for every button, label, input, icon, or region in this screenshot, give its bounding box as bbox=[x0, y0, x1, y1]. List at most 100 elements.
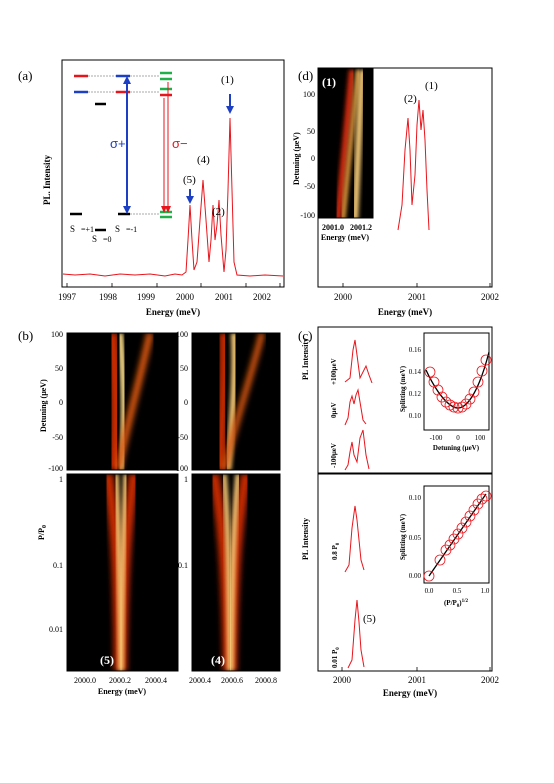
inset2-xlabel: (P/P0)1/2 bbox=[444, 599, 469, 609]
panel-a-ylabel: PL. Intensity bbox=[42, 154, 52, 205]
d-peak-label-2: (2) bbox=[404, 93, 417, 105]
state-label-s1: S bbox=[70, 224, 75, 234]
inset2-point bbox=[456, 522, 468, 534]
inset1-point bbox=[424, 366, 436, 378]
c-spec-label-001: 0.01 P0 bbox=[331, 647, 341, 668]
b-ylabel-bottom: P/P0 bbox=[37, 525, 48, 540]
inset2-xtick-1: 0.5 bbox=[453, 587, 462, 595]
b-xtick-r0: 2000.4 bbox=[189, 676, 211, 685]
inset2-point bbox=[460, 516, 472, 528]
b-ytick-b4: 0.1 bbox=[178, 561, 188, 570]
b-ytick-r1: 50 bbox=[180, 364, 188, 373]
inset1-point bbox=[448, 401, 460, 413]
b-ytick-b0: 1 bbox=[59, 475, 63, 484]
d-inset-label: (1) bbox=[322, 75, 336, 89]
inset1-ytick-0: 0.16 bbox=[409, 346, 422, 354]
state-label-s2: S bbox=[92, 234, 97, 244]
panel-d-spectrum bbox=[397, 99, 430, 231]
inset2-point bbox=[480, 490, 492, 502]
level-diagram: σ+ σ− S =+1 S =0 S =-1 bbox=[70, 71, 188, 244]
inset2-point bbox=[434, 554, 446, 566]
b-xlabel: Energy (meV) bbox=[98, 687, 147, 696]
inset1-point bbox=[468, 386, 480, 398]
c-peak-label-5: (5) bbox=[363, 613, 376, 625]
state-label-v1: =+1 bbox=[81, 225, 94, 234]
c-xtick-0: 2000 bbox=[333, 675, 352, 685]
d-ytick-4: -100 bbox=[300, 211, 315, 220]
b-xtick-r1: 2000.6 bbox=[221, 676, 243, 685]
b-ytick-r0: 100 bbox=[176, 330, 188, 339]
inset1-ylabel: Splitting (meV) bbox=[399, 365, 407, 412]
c-spec-label-1: 0μeV bbox=[330, 402, 338, 418]
a-peak-label-5: (5) bbox=[183, 174, 196, 186]
inset2-ytick-1: 0.05 bbox=[409, 534, 422, 542]
inset1-point bbox=[472, 376, 484, 388]
panel-c-bottom-frame bbox=[317, 473, 493, 672]
panel-b: (b) (5) bbox=[18, 328, 281, 696]
inset1-ytick-3: 0.10 bbox=[409, 412, 422, 420]
inset2-point bbox=[423, 570, 435, 582]
state-label-s3: S bbox=[115, 224, 120, 234]
a-xtick-5: 2002 bbox=[253, 292, 271, 302]
c-spec-label-0: +100μeV bbox=[330, 358, 338, 385]
a-xtick-2: 1999 bbox=[137, 292, 156, 302]
c-xtick-1: 2001 bbox=[408, 675, 426, 685]
c-spec-label-2: -100μeV bbox=[330, 443, 338, 468]
c-spec-label-08: 0.8 P0 bbox=[331, 542, 341, 560]
d-peak-label-1: (1) bbox=[425, 80, 438, 92]
d-inset-xtick-1: 2001.2 bbox=[350, 223, 372, 232]
panel-d-xticks: 2000 2001 2002 bbox=[334, 283, 499, 302]
b-ytick-b3: 1 bbox=[184, 475, 188, 484]
c-ylabel-top: PL Intensity bbox=[301, 338, 310, 380]
a-peak-label-4: (4) bbox=[197, 154, 210, 166]
inset2-ytick-2: 0.00 bbox=[409, 572, 422, 580]
panel-c-top-frame bbox=[317, 326, 493, 474]
b-ytick-r4: -100 bbox=[173, 464, 188, 473]
panel-a-frame bbox=[61, 59, 285, 288]
inset1-point bbox=[476, 365, 488, 377]
c-spectrum-plus100 bbox=[344, 339, 373, 384]
d-inset-xtick-0: 2001.0 bbox=[322, 223, 344, 232]
b-ytick-1: 50 bbox=[55, 364, 63, 373]
d-inset-ylabel: Detuning (μeV) bbox=[292, 132, 301, 185]
panel-a-spectrum bbox=[62, 117, 284, 277]
inset2-ylabel: Splitting (meV) bbox=[399, 513, 407, 560]
inset1-ytick-1: 0.14 bbox=[409, 368, 422, 376]
inset1-xtick-1: 0 bbox=[456, 434, 460, 442]
sigma-plus-label: σ+ bbox=[110, 136, 126, 151]
a-peak-label-2: (2) bbox=[212, 206, 225, 218]
b-ytick-2: 0 bbox=[59, 398, 63, 407]
inset2-point bbox=[444, 539, 456, 551]
inset2-xtick-0: 0.0 bbox=[425, 587, 434, 595]
panel-b-label: (b) bbox=[18, 328, 33, 343]
c-spectrum-0 bbox=[344, 388, 367, 426]
d-ytick-3: -50 bbox=[304, 182, 315, 191]
d-inset-xlabel: Energy (meV) bbox=[321, 233, 370, 242]
c-xlabel: Energy (meV) bbox=[383, 688, 437, 698]
map-b-label-5: (5) bbox=[100, 653, 114, 667]
panel-c-label: (c) bbox=[298, 328, 312, 343]
map-b-label-4: (4) bbox=[211, 653, 225, 667]
inset2-xtick-2: 1.0 bbox=[481, 587, 490, 595]
c-spectrum-001 bbox=[347, 599, 365, 669]
b-ytick-0: 100 bbox=[51, 330, 63, 339]
inset1-xtick-0: -100 bbox=[430, 434, 443, 442]
panel-a-label: (a) bbox=[18, 68, 32, 83]
inset1-xtick-2: 100 bbox=[475, 434, 486, 442]
panel-a-xticks: 1997 1998 1999 2000 2001 2002 bbox=[58, 283, 281, 302]
c-xtick-2: 2002 bbox=[481, 675, 499, 685]
panel-d-xlabel: Energy (meV) bbox=[378, 307, 432, 317]
b-ytick-r2: 0 bbox=[184, 398, 188, 407]
d-xtick-2: 2002 bbox=[481, 292, 499, 302]
b-ylabel-top: Detuning (μeV) bbox=[39, 379, 48, 432]
sigma-minus-label: σ− bbox=[172, 136, 188, 151]
inset2-point bbox=[476, 493, 488, 505]
a-xtick-3: 2000 bbox=[176, 292, 195, 302]
inset1-point bbox=[432, 384, 444, 396]
b-xtick-l1: 2000.2 bbox=[109, 676, 131, 685]
d-ytick-0: 100 bbox=[303, 90, 315, 99]
inset1-xlabel: Detuning (μeV) bbox=[433, 444, 480, 452]
a-xtick-4: 2001 bbox=[215, 292, 233, 302]
a-xtick-0: 1997 bbox=[58, 292, 77, 302]
inset-splitting-power: Splitting (meV) 0.10 0.05 0.00 0.0 0.5 1… bbox=[399, 485, 492, 609]
